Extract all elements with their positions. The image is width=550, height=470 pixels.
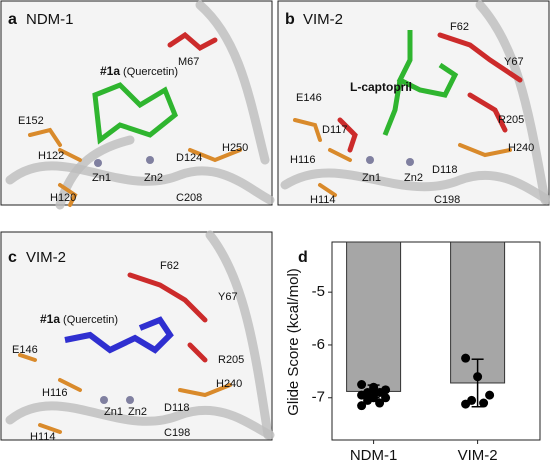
data-point [363,395,373,405]
data-point [357,380,367,390]
residue-label: C198 [164,427,190,439]
residue-label: H116 [42,387,67,399]
residue-label: Y67 [504,56,524,68]
residue-label: H240 [508,142,534,154]
residue-stick [127,272,208,363]
data-point [485,390,495,400]
ribbon [195,0,270,165]
data-point [357,401,367,411]
residue-label: Zn2 [144,172,163,184]
ligand-label: L-captopril [350,80,412,94]
residue-label: H250 [222,142,248,154]
ligand-note: (Quercetin) [123,66,178,78]
ribbon [280,168,550,205]
panel-title: VIM-2 [303,11,343,28]
residue-label: C208 [176,192,202,204]
zinc [406,158,414,166]
residue-label: Zn1 [104,406,123,418]
residue-label: R205 [498,114,524,126]
data-point [461,399,471,409]
ligand-label: #1a (Quercetin) [100,64,178,78]
residue-label: H114 [30,431,55,443]
data-point [479,398,489,408]
ligand-stick [92,82,179,145]
zinc [94,159,102,167]
residue-stick [167,31,218,52]
ribbon [475,0,550,205]
data-point [461,353,471,363]
residue-label: R205 [218,354,244,366]
panel-letter: a [8,11,17,28]
ligand-label: #1a (Quercetin) [40,312,118,326]
zinc [126,396,134,404]
plot-frame [331,241,541,441]
residue-label: M67 [178,56,199,68]
panel-letter: b [285,11,295,28]
residue-label: H120 [50,192,76,204]
residue-stick [28,127,242,207]
ligand-note: (Quercetin) [63,314,118,326]
residue-label: Zn2 [404,172,423,184]
panel-letter: d [298,249,308,266]
panel-b-image [277,0,550,206]
residue-label: H116 [290,154,315,166]
panel-letter: c [8,249,17,266]
data-point [369,385,379,395]
residue-label: E152 [18,115,44,127]
data-point [357,390,367,400]
residue-label: E146 [296,92,322,104]
residue-label: F62 [450,21,469,33]
residue-label: Y67 [218,291,238,303]
residue-label: D117 [322,124,347,136]
panel-title: NDM-1 [26,11,74,28]
residue-label: H114 [310,194,335,206]
residue-label: D124 [176,152,202,164]
residue-label: Zn1 [362,172,381,184]
panel-c-image [0,230,275,441]
zinc [146,156,154,164]
residue-label: C198 [434,194,460,206]
zinc [366,156,374,164]
residue-label: F62 [160,260,179,272]
residue-label: Zn1 [92,172,111,184]
residue-label: D118 [164,402,189,414]
ligand-stick [64,316,174,354]
data-point [381,393,391,403]
residue-label: D118 [432,164,457,176]
panel-title: VIM-2 [26,249,66,266]
x-tick-label: VIM-2 [458,447,498,464]
x-tick-label: NDM-1 [350,447,398,464]
y-tick-label: -6 [312,336,325,353]
residue-label: H240 [216,378,242,390]
residue-stick [293,118,512,197]
residue-label: E146 [12,344,38,356]
ligand-name: #1a [40,312,60,326]
y-axis-label: Glide Score (kcal/mol) [285,268,302,416]
ribbon [205,230,273,440]
ribbon [5,401,275,440]
panel-a-image [0,0,275,210]
residue-stick [18,353,232,434]
ligand-name: L-captopril [350,80,412,94]
data-point [375,398,385,408]
bar [346,241,402,392]
residue-stick [337,117,358,153]
y-tick-label: -5 [312,283,325,300]
residue-stick [437,32,523,133]
y-tick-label: -7 [312,389,325,406]
residue-label: H122 [38,150,64,162]
ligand-stick [382,30,459,136]
zinc [100,396,108,404]
data-point [473,372,483,382]
residue-label: Zn2 [128,406,147,418]
ribbon [55,135,135,210]
ribbon [5,161,275,205]
ligand-name: #1a [100,64,120,78]
